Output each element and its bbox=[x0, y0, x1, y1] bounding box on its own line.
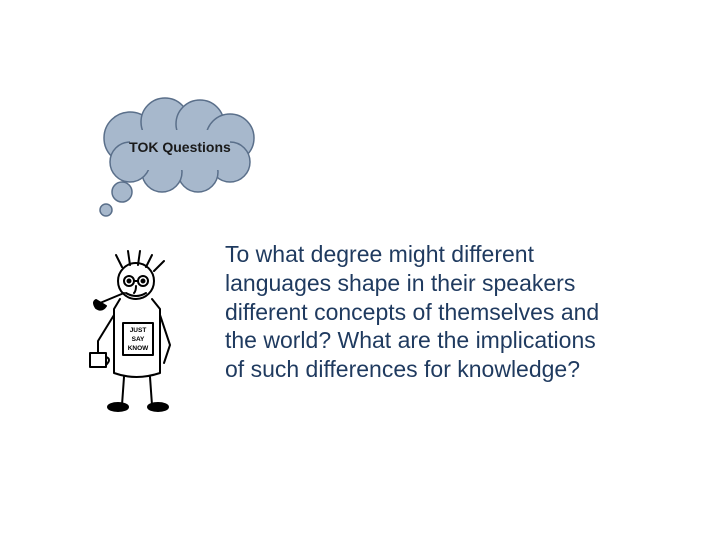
thought-bubble: TOK Questions bbox=[80, 90, 280, 210]
svg-text:SAY: SAY bbox=[132, 336, 145, 343]
svg-text:JUST: JUST bbox=[130, 327, 147, 334]
cartoon-character: JUST SAY KNOW bbox=[82, 245, 202, 415]
bubble-label: TOK Questions bbox=[129, 139, 231, 155]
svg-text:KNOW: KNOW bbox=[128, 345, 149, 352]
question-text: To what degree might different languages… bbox=[225, 240, 615, 384]
